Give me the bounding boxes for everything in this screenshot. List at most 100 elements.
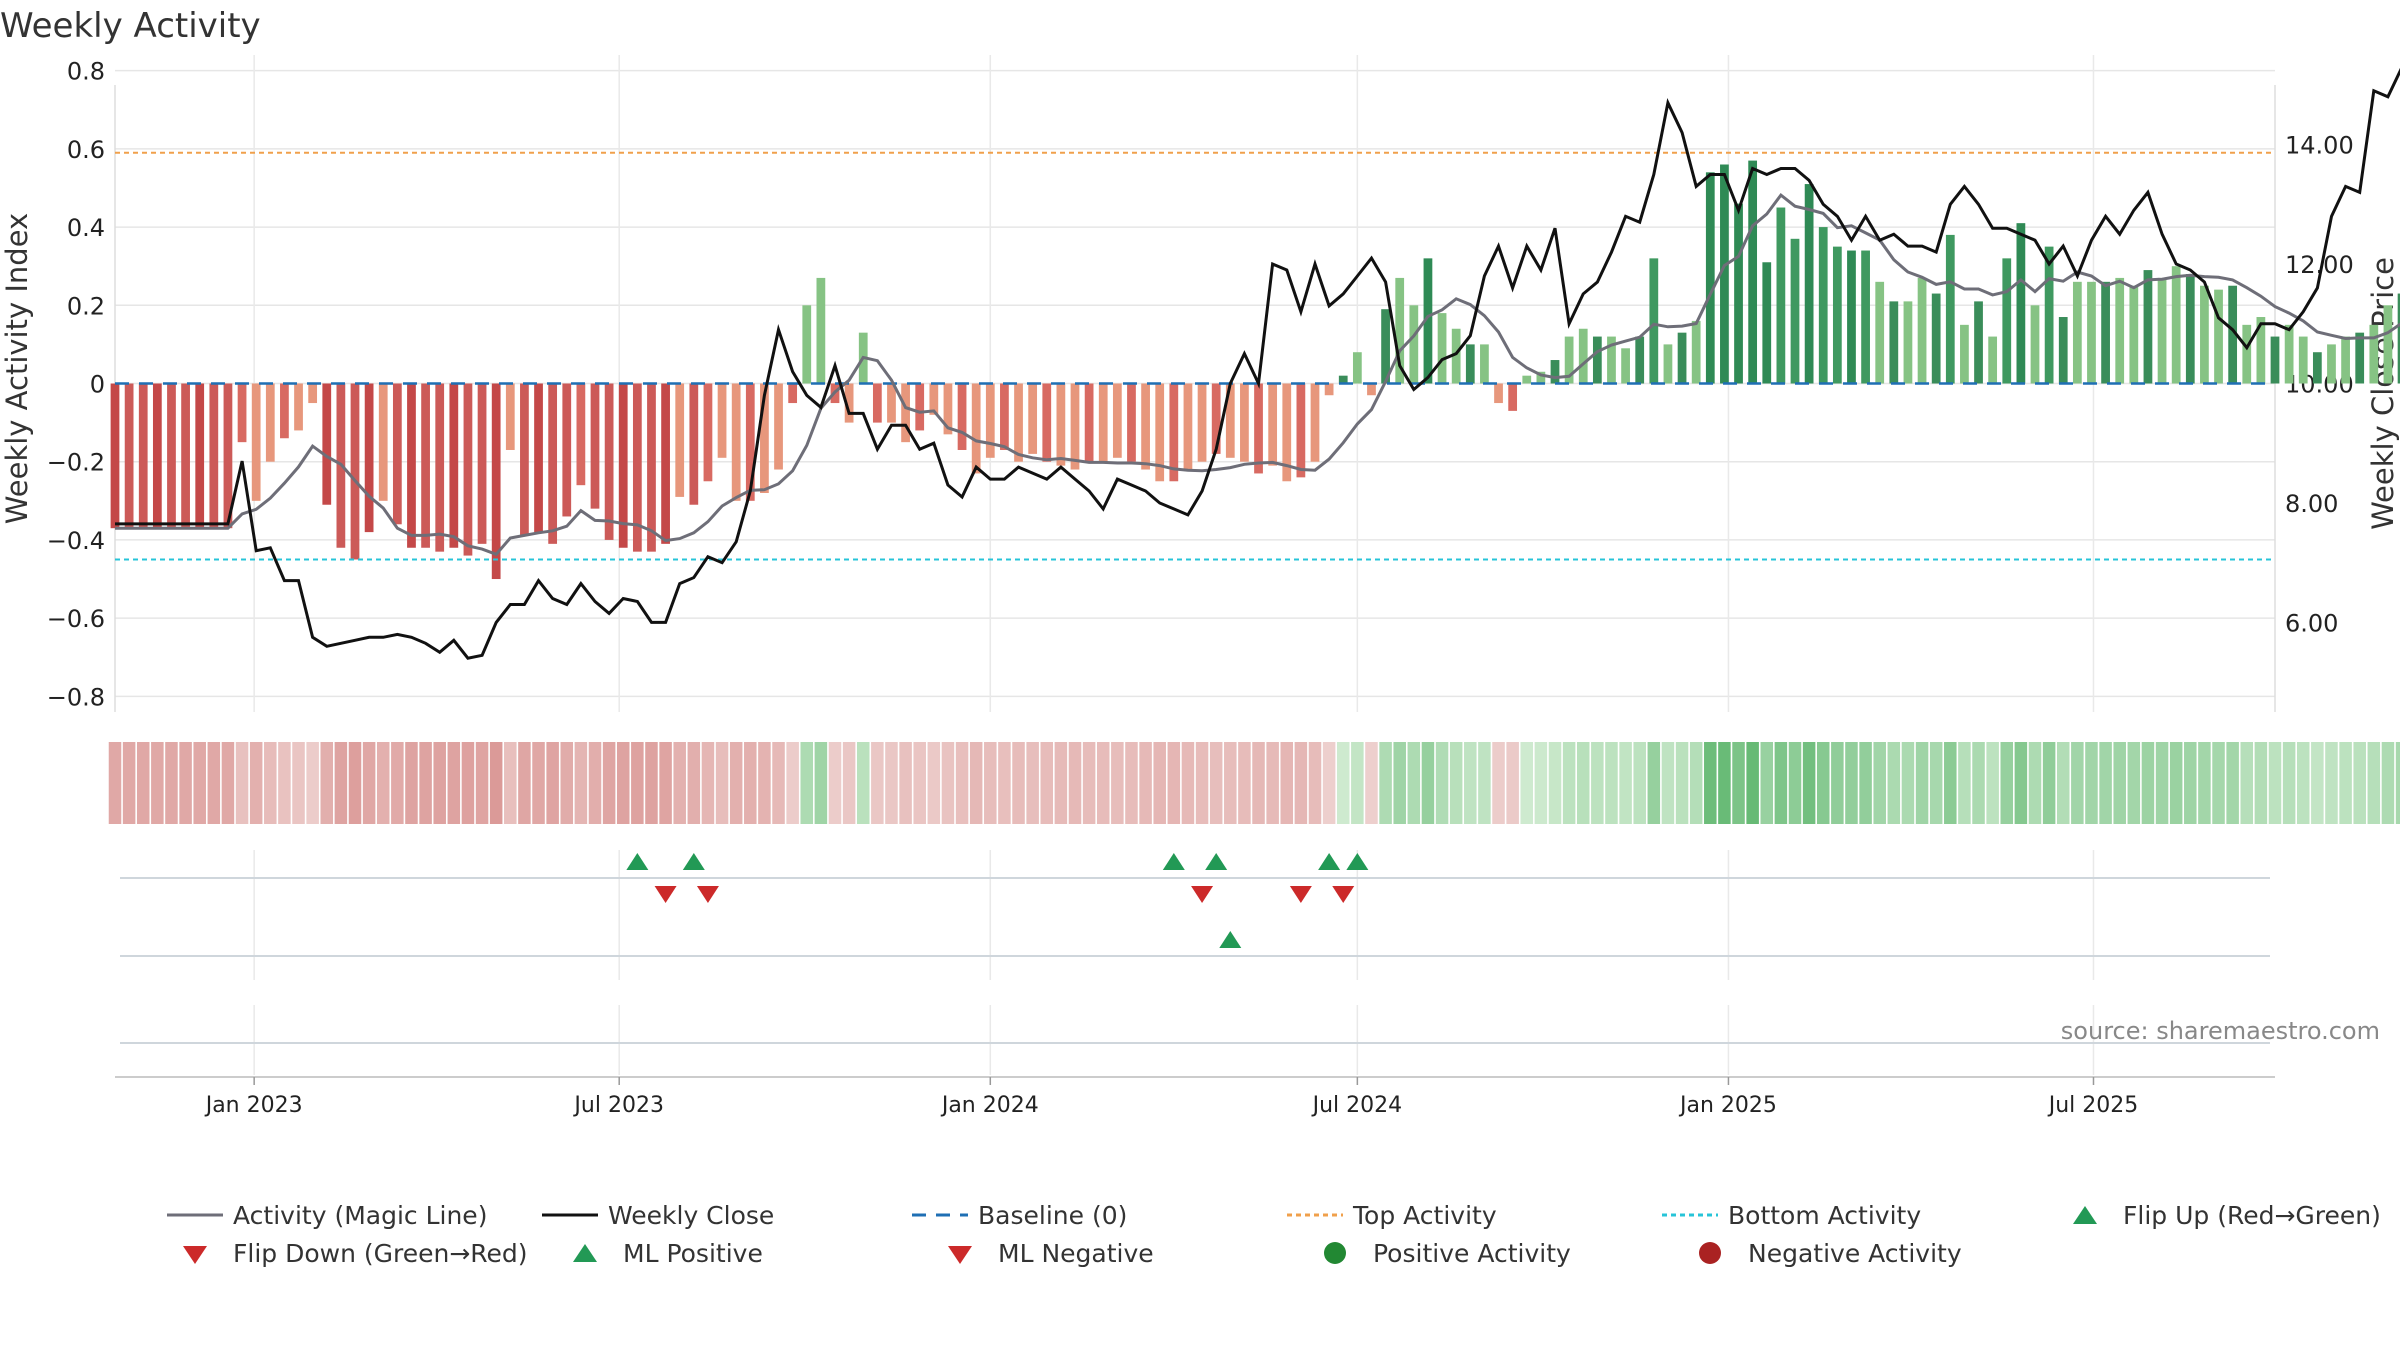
heat-strip-cell xyxy=(475,742,489,824)
activity-bar xyxy=(1536,371,1546,384)
activity-bar xyxy=(1847,250,1856,384)
heat-strip-cell xyxy=(362,742,376,824)
activity-bar xyxy=(548,383,558,544)
heat-strip-cell xyxy=(814,742,828,824)
heat-strip-cell xyxy=(2381,742,2395,824)
activity-bar xyxy=(152,383,162,529)
activity-bar xyxy=(1155,383,1165,482)
heat-strip-cell xyxy=(2042,742,2056,824)
heat-strip-cell xyxy=(1718,742,1731,824)
flip-up-marker xyxy=(1205,853,1228,870)
heat-strip-cell xyxy=(701,742,715,824)
y-tick-label: −0.2 xyxy=(47,449,105,477)
x-tick-label: Jul 2023 xyxy=(572,1093,664,1118)
heat-strip-cell xyxy=(1096,742,1110,824)
heat-strip-cell xyxy=(1972,742,1985,824)
heat-strip-cell xyxy=(405,742,418,824)
activity-bar xyxy=(2129,285,2139,384)
heat-strip-cell xyxy=(1125,742,1138,824)
activity-heat-strip xyxy=(108,742,2400,824)
heat-strip-cell xyxy=(1379,742,1392,824)
legend-symbol xyxy=(167,1213,223,1217)
activity-bar xyxy=(435,383,445,552)
legend-symbol xyxy=(1324,1242,1346,1264)
flip-up-marker xyxy=(682,853,705,870)
heat-strip-cell xyxy=(447,742,461,824)
heat-strip-cell xyxy=(1421,742,1435,824)
heat-strip-cell xyxy=(2155,742,2169,824)
chart-title: Weekly Activity xyxy=(0,6,261,46)
activity-bar xyxy=(576,383,586,486)
heat-strip-cell xyxy=(885,742,898,824)
heat-strip-cell xyxy=(673,742,686,824)
activity-bar xyxy=(1663,344,1673,384)
legend-item: Flip Down (Green→Red) xyxy=(165,1238,528,1268)
legend-symbol xyxy=(183,1246,207,1264)
heat-strip-cell xyxy=(419,742,432,824)
heat-strip-cell xyxy=(856,742,870,824)
activity-bar xyxy=(407,383,416,548)
x-tick-label: Jan 2023 xyxy=(204,1093,303,1118)
legend-triangle-down xyxy=(948,1246,972,1264)
heat-strip-cell xyxy=(899,742,912,824)
heat-strip-cell xyxy=(560,742,574,824)
activity-bar xyxy=(2312,352,2322,384)
activity-bar xyxy=(1790,238,1800,384)
legend-symbol xyxy=(2073,1206,2097,1224)
activity-bar xyxy=(802,305,812,384)
heat-strip-cell xyxy=(546,742,559,824)
heat-strip-cell xyxy=(1308,742,1322,824)
flip-up-marker xyxy=(1346,853,1369,870)
flip-down-marker xyxy=(696,886,719,903)
heat-strip-cell xyxy=(1449,742,1463,824)
activity-bar xyxy=(1621,348,1630,384)
activity-bar xyxy=(675,383,685,497)
activity-bar xyxy=(110,383,120,529)
heat-strip-cell xyxy=(602,742,616,824)
activity-bar xyxy=(887,383,896,423)
heat-strip-cell xyxy=(433,742,446,824)
activity-bar xyxy=(195,383,205,529)
activity-bar xyxy=(1381,309,1390,384)
activity-bar xyxy=(322,383,332,505)
legend-item: Negative Activity xyxy=(1680,1238,1962,1268)
legend-dot xyxy=(1699,1242,1721,1264)
heat-strip-cell xyxy=(828,742,842,824)
activity-bar xyxy=(2016,223,2026,384)
activity-bar xyxy=(1762,262,1772,384)
legend-item: Weekly Close xyxy=(540,1200,774,1230)
heat-strip-cell xyxy=(1520,742,1534,824)
heat-strip-cell xyxy=(1774,742,1788,824)
y-tick-label: 0.2 xyxy=(67,292,105,320)
heat-strip-cell xyxy=(306,742,319,824)
activity-bar xyxy=(1014,383,1023,462)
legend-item: Bottom Activity xyxy=(1660,1200,1921,1230)
activity-bar xyxy=(505,383,515,450)
activity-bar xyxy=(1960,324,1969,384)
legend-label: Weekly Close xyxy=(608,1200,775,1230)
heat-strip-cell xyxy=(320,742,334,824)
activity-bar xyxy=(2087,281,2096,384)
activity-bar xyxy=(1451,328,1461,384)
heat-strip-cell xyxy=(1280,742,1294,824)
activity-bar xyxy=(943,383,953,435)
activity-bar xyxy=(1592,336,1602,384)
activity-bar xyxy=(1875,281,1885,384)
heat-strip-cell xyxy=(1153,742,1166,824)
heat-strip-cell xyxy=(1506,742,1519,824)
activity-bar xyxy=(1889,301,1899,384)
activity-bar xyxy=(2002,258,2012,384)
y-tick-label: −0.4 xyxy=(47,527,105,555)
legend-label: Negative Activity xyxy=(1748,1238,1962,1268)
y-tick-label: 0.6 xyxy=(67,136,105,164)
activity-bar xyxy=(1818,227,1828,384)
activity-bar xyxy=(2383,305,2393,384)
heat-strip-cell xyxy=(2325,742,2338,824)
heat-strip-cell xyxy=(292,742,305,824)
activity-bar xyxy=(1480,344,1489,384)
heat-strip-cell xyxy=(2282,742,2296,824)
activity-bar xyxy=(647,383,656,552)
legend-symbol xyxy=(542,1213,598,1217)
heat-strip-cell xyxy=(998,742,1011,824)
